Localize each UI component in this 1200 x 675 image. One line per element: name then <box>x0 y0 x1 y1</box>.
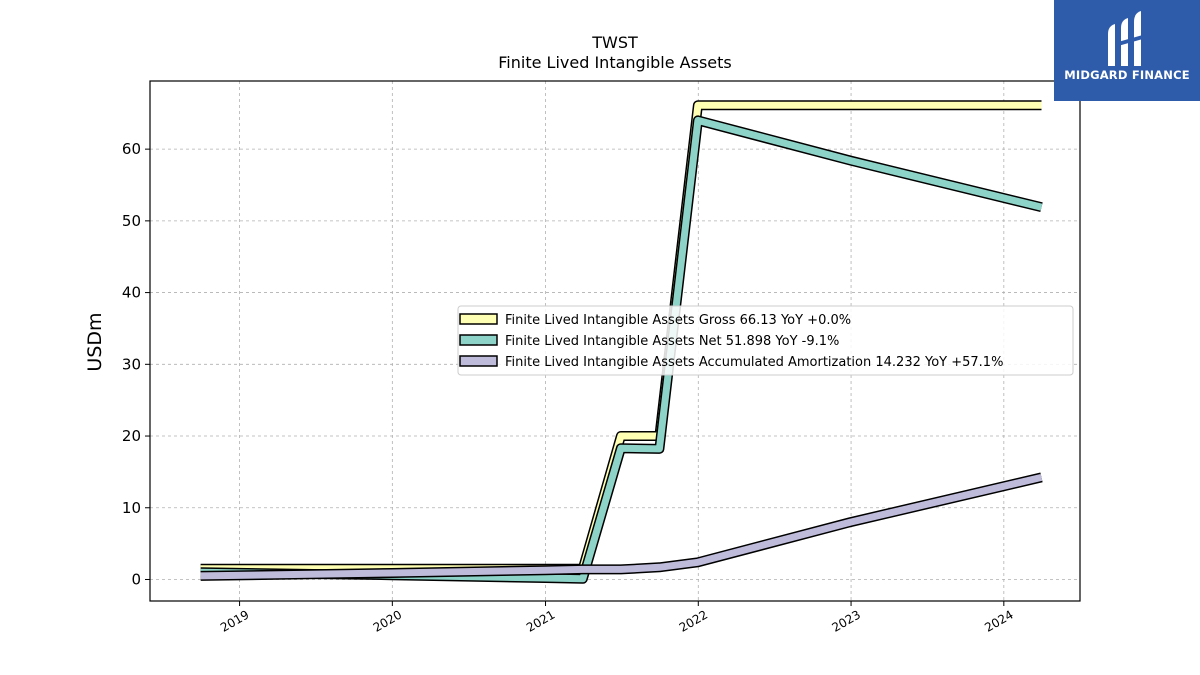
x-tick-label: 2023 <box>829 607 862 634</box>
y-axis-label: USDm <box>84 312 106 371</box>
x-tick-label: 2019 <box>218 607 251 634</box>
legend: Finite Lived Intangible Assets Gross 66.… <box>457 305 1074 376</box>
legend-swatch-1 <box>459 313 498 325</box>
x-tick-label: 2022 <box>677 607 710 634</box>
midgard-finance-logo: MIDGARD FINANCE <box>1054 0 1200 101</box>
series-line-3 <box>200 473 1043 580</box>
chart-title: TWST <box>591 33 638 52</box>
y-tick-label: 40 <box>122 284 141 302</box>
y-tick-label: 20 <box>122 427 141 445</box>
x-tick-label: 2020 <box>371 607 404 634</box>
midgard-logo-icon <box>1108 11 1146 66</box>
chart-subtitle: Finite Lived Intangible Assets <box>498 53 731 72</box>
legend-label-1: Finite Lived Intangible Assets Gross 66.… <box>505 313 851 328</box>
logo-text: MIDGARD FINANCE <box>1064 68 1190 82</box>
y-tick-label: 30 <box>122 355 141 373</box>
series-line-outline-3 <box>200 472 1043 581</box>
y-tick-label: 0 <box>131 570 141 588</box>
y-tick-label: 10 <box>122 499 141 517</box>
x-tick-label: 2021 <box>524 607 557 634</box>
plot-frame <box>149 80 1081 602</box>
y-tick-label: 60 <box>122 140 141 158</box>
y-tick-label: 50 <box>122 212 141 230</box>
x-tick-label: 2024 <box>982 607 1015 634</box>
legend-swatch-2 <box>459 334 498 346</box>
legend-label-2: Finite Lived Intangible Assets Net 51.89… <box>505 334 839 349</box>
legend-swatch-3 <box>459 355 498 367</box>
legend-box <box>457 305 1074 376</box>
legend-label-3: Finite Lived Intangible Assets Accumulat… <box>505 355 1003 370</box>
